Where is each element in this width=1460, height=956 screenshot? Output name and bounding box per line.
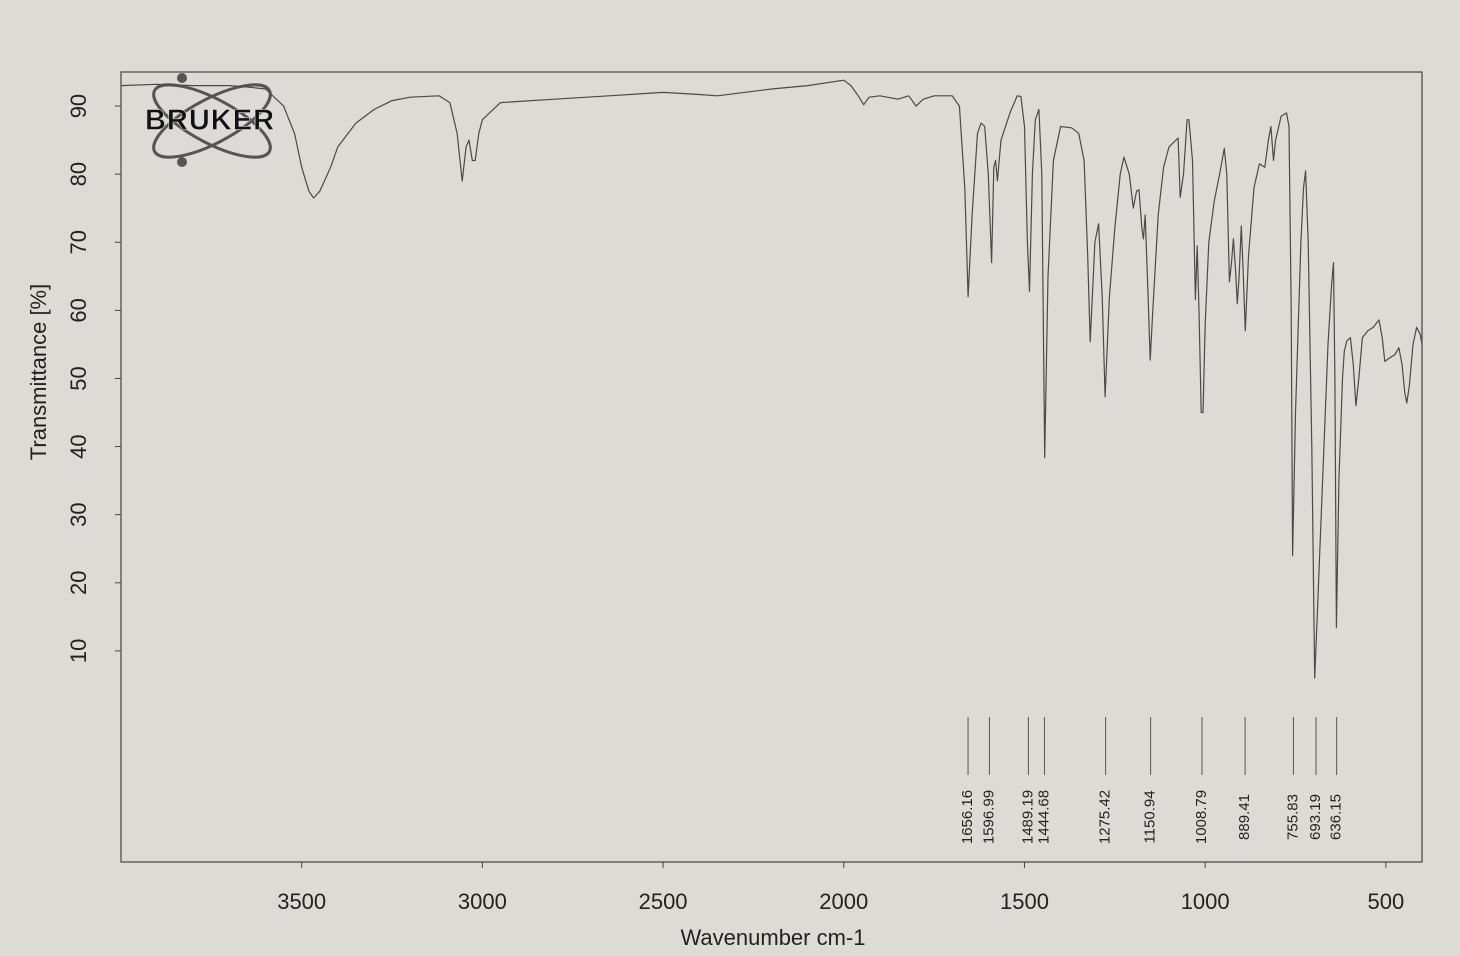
peak-label: 1656.16: [959, 790, 976, 844]
x-tick-label: 1000: [1181, 889, 1230, 914]
y-tick-label: 90: [66, 94, 91, 118]
logo-orbit: [152, 83, 272, 159]
peak-label: 755.83: [1284, 794, 1301, 840]
y-tick-label: 20: [66, 571, 91, 595]
peak-label: 1150.94: [1142, 790, 1159, 843]
peak-label: 1008.79: [1193, 790, 1210, 844]
x-tick-label: 3000: [458, 889, 507, 914]
y-tick-label: 10: [66, 639, 91, 663]
y-tick-label: 80: [66, 162, 91, 186]
x-tick-label: 1500: [1000, 889, 1049, 914]
logo-dot: [177, 73, 187, 83]
plot-frame: [120, 71, 1423, 863]
logo-dot: [177, 157, 187, 167]
logo-text: BRUKER: [145, 105, 275, 137]
y-tick-label: 40: [66, 434, 91, 458]
logo: BRUKER: [145, 73, 275, 167]
y-tick-label: 50: [66, 366, 91, 390]
x-axis-label: Wavenumber cm-1: [680, 925, 865, 950]
y-tick-label: 30: [66, 502, 91, 526]
spectrum-line: [120, 79, 1423, 679]
x-tick-label: 2500: [639, 889, 688, 914]
x-tick-label: 2000: [819, 889, 868, 914]
y-tick-label: 60: [66, 298, 91, 322]
peak-label: 636.15: [1328, 794, 1345, 840]
peak-label: 1444.68: [1035, 790, 1052, 844]
y-tick-label: 70: [66, 230, 91, 254]
x-tick-label: 3500: [277, 889, 326, 914]
y-axis-label: Transmittance [%]: [26, 284, 51, 460]
peak-label: 1489.19: [1019, 790, 1036, 844]
peak-label: 1596.99: [980, 790, 997, 844]
peak-label: 693.19: [1307, 794, 1324, 840]
x-tick-label: 500: [1368, 889, 1405, 914]
peak-label: 1275.42: [1097, 790, 1114, 844]
logo-orbit: [152, 83, 272, 159]
peak-label: 889.41: [1236, 794, 1253, 840]
